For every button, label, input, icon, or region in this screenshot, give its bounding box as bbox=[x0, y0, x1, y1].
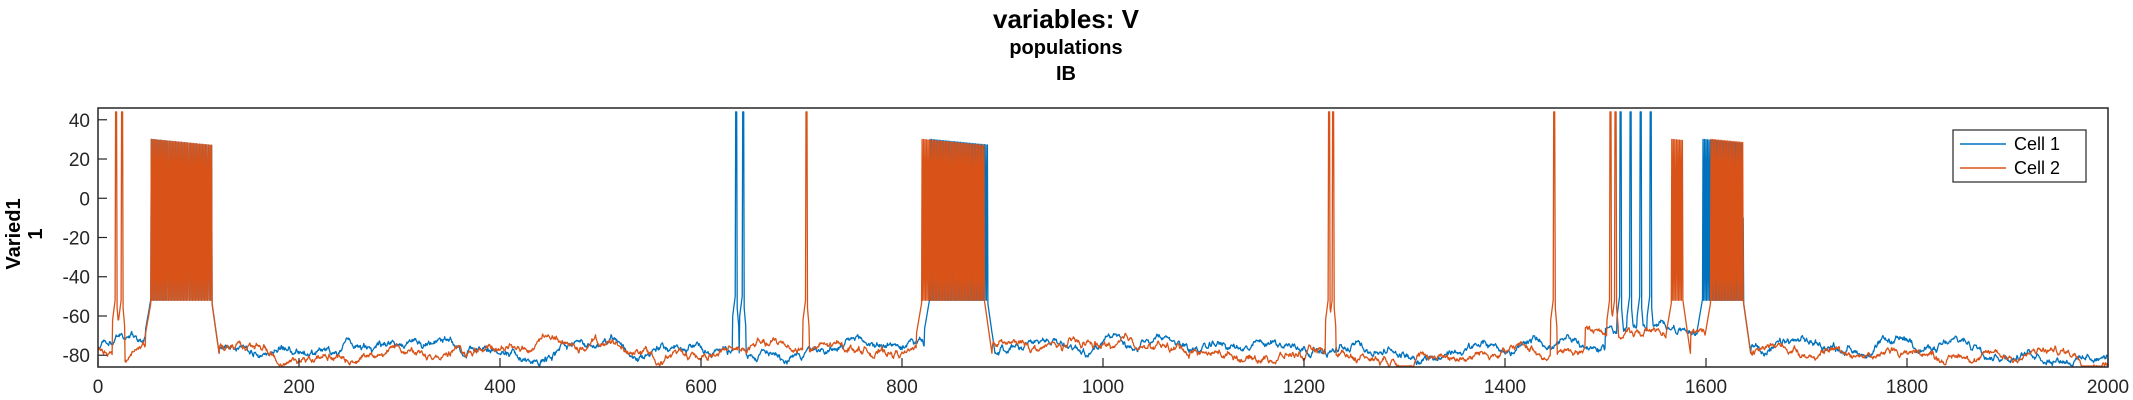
legend: Cell 1 Cell 2 bbox=[1952, 129, 2087, 183]
plot-area: 0 200 400 600 800 1000 1200 1400 1600 1800 2000 -8… bbox=[63, 107, 2129, 398]
x-tick-label: 0 bbox=[93, 377, 104, 398]
y-tick-label: -20 bbox=[63, 229, 90, 250]
y-tick-label: 20 bbox=[69, 150, 90, 171]
x-tick-label: 1600 bbox=[1685, 377, 1727, 398]
legend-label-cell-1: Cell 1 bbox=[2014, 134, 2060, 154]
legend-label-cell-2: Cell 2 bbox=[2014, 158, 2060, 178]
y-tick-label: -60 bbox=[63, 307, 90, 328]
series-line-cell-2 bbox=[97, 111, 2109, 368]
y-axis-label-line2: 1 bbox=[25, 228, 47, 239]
y-tick-label: 40 bbox=[69, 111, 90, 132]
chart-subtitle: populations bbox=[1009, 37, 1122, 59]
x-tick-label: 1400 bbox=[1484, 377, 1526, 398]
x-tick-label: 400 bbox=[484, 377, 516, 398]
series-line-cell-1 bbox=[97, 111, 2109, 368]
y-axis: -80 -60 -40 -20 0 20 40 bbox=[63, 111, 107, 367]
chart-title: variables: V bbox=[993, 4, 1140, 34]
x-tick-label: 1200 bbox=[1283, 377, 1325, 398]
y-axis-label: Varied1 1 bbox=[3, 198, 47, 269]
x-axis: 0 200 400 600 800 1000 1200 1400 1600 1800 2000 bbox=[93, 358, 2129, 398]
axes-box bbox=[97, 107, 2109, 368]
y-axis-label-line1: Varied1 bbox=[3, 198, 25, 269]
x-tick-label: 1800 bbox=[1886, 377, 1928, 398]
y-tick-label: -40 bbox=[63, 268, 90, 289]
y-tick-label: -80 bbox=[63, 346, 90, 367]
x-tick-label: 200 bbox=[283, 377, 315, 398]
series-layer bbox=[97, 111, 2109, 368]
x-tick-label: 800 bbox=[886, 377, 918, 398]
y-tick-label: 0 bbox=[79, 189, 90, 210]
x-tick-label: 600 bbox=[685, 377, 717, 398]
chart-subtitle-2: IB bbox=[1056, 63, 1076, 85]
x-tick-label: 1000 bbox=[1082, 377, 1124, 398]
legend-box bbox=[1952, 129, 2087, 183]
x-tick-label: 2000 bbox=[2087, 377, 2129, 398]
